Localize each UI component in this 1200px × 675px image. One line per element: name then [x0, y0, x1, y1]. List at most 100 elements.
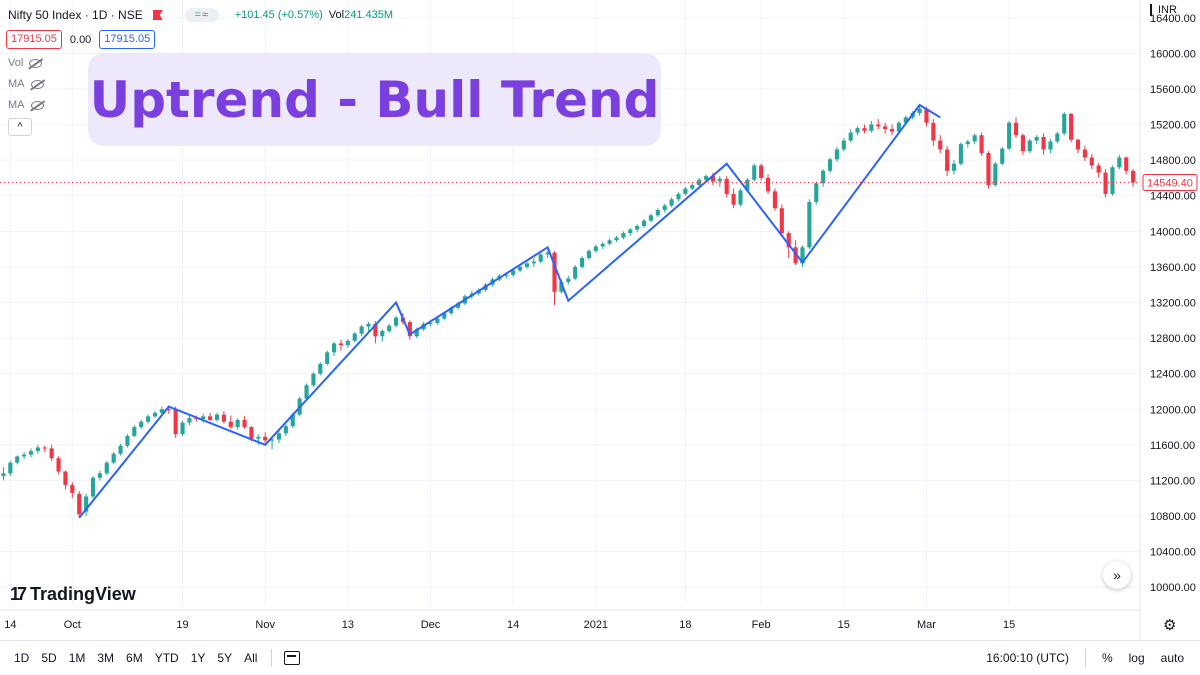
- timeframe-5y[interactable]: 5Y: [217, 651, 233, 665]
- candle-body: [1062, 113, 1067, 134]
- candle-body: [827, 159, 833, 171]
- candle-body: [187, 418, 192, 423]
- sell-button[interactable]: 17915.05: [6, 30, 62, 49]
- candle-body: [97, 473, 102, 478]
- collapse-legend-button[interactable]: ^: [8, 118, 32, 136]
- scroll-to-realtime-button[interactable]: »: [1103, 561, 1131, 589]
- candle-body: [1096, 165, 1101, 173]
- candle-body: [221, 414, 226, 422]
- candle-body: [1048, 141, 1053, 150]
- flag-icon[interactable]: [152, 10, 163, 20]
- y-tick-label: 12400.00: [1150, 369, 1196, 381]
- timeframe-all[interactable]: All: [244, 651, 258, 665]
- candle-body: [545, 252, 550, 255]
- spread-value: 0.00: [69, 33, 92, 46]
- eq-pill[interactable]: = ≈: [184, 8, 219, 22]
- y-tick-label: 11600.00: [1150, 440, 1195, 452]
- candle-body: [1131, 170, 1136, 183]
- percent-scale-toggle[interactable]: %: [1101, 651, 1113, 665]
- candle-body: [111, 453, 116, 463]
- candle-body: [938, 140, 943, 150]
- candle-body: [359, 326, 364, 334]
- candle-body: [325, 352, 330, 364]
- eye-hidden-icon[interactable]: [30, 79, 44, 89]
- candle-body: [765, 177, 771, 192]
- x-tick-label: Nov: [255, 619, 275, 631]
- candle-body: [965, 141, 970, 145]
- log-scale-toggle[interactable]: log: [1128, 651, 1145, 665]
- chart-area[interactable]: 10000.00 10400.00 10800.00 11200.00 11600.00…: [0, 0, 1200, 640]
- last-price-label: 14549.40: [1147, 177, 1193, 189]
- candle-body: [848, 132, 853, 141]
- eye-hidden-icon[interactable]: [29, 58, 43, 68]
- candle-body: [173, 409, 178, 435]
- candle-body: [84, 496, 89, 512]
- x-tick-label: Dec: [421, 619, 441, 631]
- candle-body: [800, 247, 805, 264]
- eq-b-glyph: ≈: [201, 9, 209, 21]
- candle-body: [276, 433, 282, 440]
- candle-body: [132, 427, 137, 436]
- candle-body: [986, 153, 991, 186]
- timeframe-1d[interactable]: 1D: [14, 651, 30, 665]
- divider: [1084, 649, 1086, 667]
- candle-body: [1, 473, 6, 476]
- indicator-ma-2[interactable]: MA: [8, 99, 44, 111]
- candle-body: [676, 193, 681, 200]
- timeframe-buttons: 1D 5D 1M 3M 6M YTD 1Y 5Y All: [8, 651, 263, 665]
- currency-bar-icon: [1150, 4, 1152, 16]
- y-tick-label: 11200.00: [1150, 475, 1195, 487]
- buy-button[interactable]: 17915.05: [99, 30, 156, 49]
- x-tick-label: Oct: [64, 619, 81, 631]
- bottom-toolbar: 1D 5D 1M 3M 6M YTD 1Y 5Y All 16:00:10 (U…: [0, 640, 1200, 675]
- eye-hidden-icon[interactable]: [30, 100, 44, 110]
- candle-body: [332, 343, 337, 353]
- y-tick-label: 14400.00: [1150, 191, 1196, 203]
- candle-body: [208, 416, 213, 420]
- date-range-icon[interactable]: [284, 651, 301, 665]
- timeframe-6m[interactable]: 6M: [126, 651, 143, 665]
- candle-body: [1124, 157, 1129, 171]
- y-tick-label: 12800.00: [1150, 333, 1196, 345]
- y-tick-label: 15600.00: [1150, 84, 1196, 96]
- candle-body: [538, 254, 543, 262]
- y-tick-label: 15200.00: [1150, 120, 1196, 132]
- x-tick-label: Feb: [752, 619, 771, 631]
- x-tick-label: 14: [507, 619, 519, 631]
- timeframe-5d[interactable]: 5D: [41, 651, 57, 665]
- indicator-volume[interactable]: Vol: [8, 57, 43, 69]
- symbol-legend: Nifty 50 Index · 1D · NSE = ≈ +101.45 (+…: [8, 6, 393, 24]
- tradingview-logo[interactable]: 17 TradingView: [10, 584, 136, 605]
- symbol-title[interactable]: Nifty 50 Index · 1D · NSE: [8, 8, 143, 22]
- candle-body: [428, 322, 433, 324]
- candle-body: [1069, 113, 1074, 140]
- candle-body: [35, 447, 40, 452]
- timeframe-1y[interactable]: 1Y: [190, 651, 206, 665]
- candle-body: [1007, 122, 1012, 149]
- y-tick-label: 16400.00: [1150, 13, 1196, 25]
- candle-body: [28, 451, 34, 455]
- indicator-ma-1[interactable]: MA: [8, 78, 44, 90]
- clock-timezone[interactable]: 16:00:10 (UTC): [986, 651, 1069, 665]
- candle-body: [159, 409, 164, 413]
- candle-body: [139, 421, 144, 428]
- auto-scale-toggle[interactable]: auto: [1160, 651, 1184, 665]
- candle-body: [373, 323, 378, 337]
- candle-body: [504, 274, 509, 276]
- candle-body: [779, 208, 784, 234]
- timeframe-ytd[interactable]: YTD: [154, 651, 179, 665]
- gear-icon[interactable]: ⚙: [1163, 617, 1177, 634]
- candle-body: [697, 179, 702, 186]
- candle-body: [42, 447, 47, 449]
- timeframe-1m[interactable]: 1M: [68, 651, 86, 665]
- candle-body: [621, 233, 626, 238]
- timeframe-3m[interactable]: 3M: [97, 651, 115, 665]
- x-tick-label: 14: [4, 619, 16, 631]
- trend-zigzag-line: [78, 103, 941, 519]
- candle-body: [641, 220, 647, 226]
- candle-body: [228, 421, 233, 428]
- candle-body: [352, 333, 357, 341]
- candle-body: [662, 205, 667, 210]
- currency-selector[interactable]: INR: [1150, 4, 1177, 16]
- candle-body: [924, 108, 929, 123]
